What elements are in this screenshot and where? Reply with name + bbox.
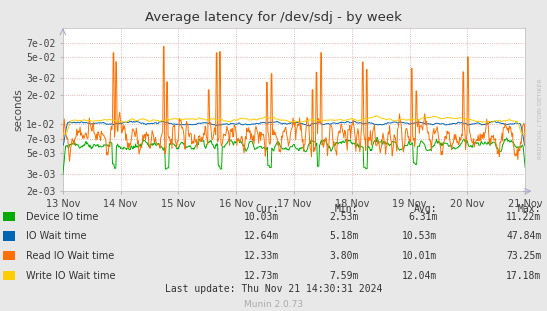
Text: Avg:: Avg: xyxy=(414,204,438,214)
Text: IO Wait time: IO Wait time xyxy=(26,231,87,241)
Text: RRDTOOL / TOBI OETIKER: RRDTOOL / TOBI OETIKER xyxy=(538,78,543,159)
Text: 47.84m: 47.84m xyxy=(507,231,542,241)
Text: 10.53m: 10.53m xyxy=(403,231,438,241)
Text: 12.33m: 12.33m xyxy=(244,251,279,261)
Text: Write IO Wait time: Write IO Wait time xyxy=(26,271,116,281)
Text: 12.04m: 12.04m xyxy=(403,271,438,281)
Text: Min:: Min: xyxy=(335,204,358,214)
Text: Average latency for /dev/sdj - by week: Average latency for /dev/sdj - by week xyxy=(145,11,402,24)
Text: Device IO time: Device IO time xyxy=(26,212,98,222)
Text: 3.80m: 3.80m xyxy=(329,251,358,261)
Text: Cur:: Cur: xyxy=(255,204,279,214)
Text: Munin 2.0.73: Munin 2.0.73 xyxy=(244,300,303,309)
Text: 6.31m: 6.31m xyxy=(408,212,438,222)
Text: 10.03m: 10.03m xyxy=(244,212,279,222)
Text: 12.64m: 12.64m xyxy=(244,231,279,241)
Text: 11.22m: 11.22m xyxy=(507,212,542,222)
Text: 73.25m: 73.25m xyxy=(507,251,542,261)
Text: 10.01m: 10.01m xyxy=(403,251,438,261)
Text: 7.59m: 7.59m xyxy=(329,271,358,281)
Text: 12.73m: 12.73m xyxy=(244,271,279,281)
Text: 17.18m: 17.18m xyxy=(507,271,542,281)
Text: Last update: Thu Nov 21 14:30:31 2024: Last update: Thu Nov 21 14:30:31 2024 xyxy=(165,284,382,294)
Text: 2.53m: 2.53m xyxy=(329,212,358,222)
Text: Read IO Wait time: Read IO Wait time xyxy=(26,251,114,261)
Y-axis label: seconds: seconds xyxy=(13,88,23,131)
Text: 5.18m: 5.18m xyxy=(329,231,358,241)
Text: Max:: Max: xyxy=(518,204,542,214)
